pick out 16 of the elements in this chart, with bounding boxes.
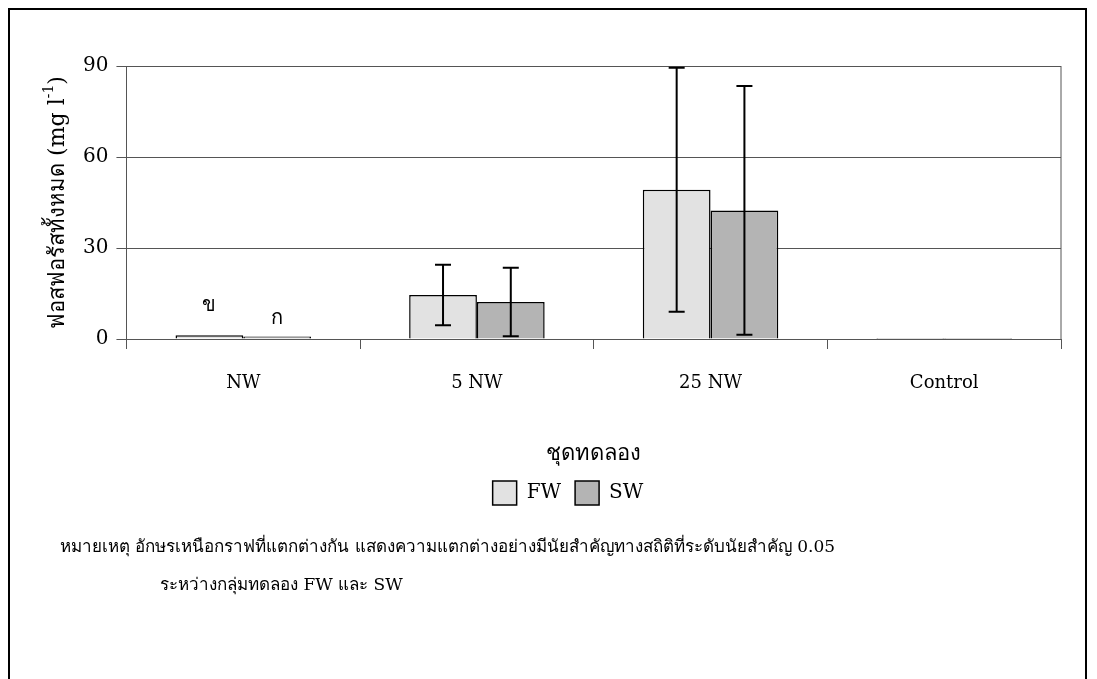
x-axis-title: ชุดทดลอง xyxy=(546,439,642,466)
data-label: ก xyxy=(271,304,284,329)
x-tick-label: Control xyxy=(909,371,979,393)
legend-label: SW xyxy=(609,479,644,504)
y-tick-label: 60 xyxy=(83,143,109,168)
data-label: ข xyxy=(202,291,217,316)
x-tick-label: 5 NW xyxy=(451,371,504,393)
text: ระหว่างกลุ่มทดลอง FW และ SW xyxy=(160,573,403,597)
x-tick-label: 25 NW xyxy=(679,371,743,393)
y-axis-title: ฟอสฟอรัสทั้งหมด (mg l-1) xyxy=(39,76,69,329)
x-tick-label: NW xyxy=(226,371,261,393)
y-tick-label: 0 xyxy=(95,325,109,350)
y-tick-label: 30 xyxy=(83,234,109,259)
text: หมายเหตุ อักษรเหนือกราฟที่แตกต่างกัน แสดงความแตกต่างอย่างมีนัยสำคัญทางสถิติที่ระดับนัยสำคัญ 0.05 xyxy=(60,533,836,559)
legend-label: FW xyxy=(526,479,562,504)
y-tick-label: 90 xyxy=(83,52,109,77)
